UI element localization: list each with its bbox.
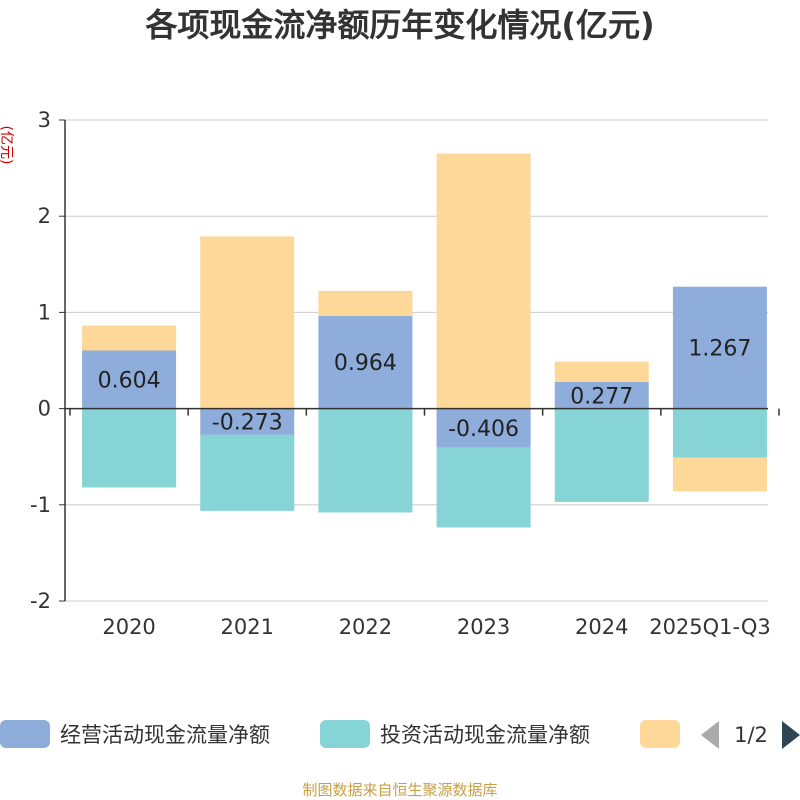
- x-tick-label: 2021: [221, 615, 274, 639]
- bar-series-3: [200, 236, 295, 409]
- bar-series-2: [82, 408, 177, 488]
- bar-series-1: [200, 408, 295, 435]
- data-labels: 0.604 -0.273 0.964 -0.406 0.277 1.267: [98, 337, 752, 442]
- x-tick-label: 2020: [102, 615, 155, 639]
- bar-series-2: [200, 434, 295, 511]
- legend: 经营活动现金流量净额 投资活动现金流量净额: [0, 720, 680, 748]
- y-axis-label: (亿元): [0, 126, 14, 165]
- source-note: 制图数据来自恒生聚源数据库: [302, 781, 497, 799]
- legend-pager: 1/2: [701, 721, 800, 749]
- bar-series-1: [82, 350, 177, 409]
- legend-swatch[interactable]: [320, 720, 370, 748]
- x-tick-label: 2023: [457, 615, 510, 639]
- y-tick-label: 2: [38, 204, 51, 228]
- data-label: 0.604: [98, 369, 161, 394]
- bar-series-3: [82, 325, 177, 351]
- x-tick-label: 2025Q1-Q3: [649, 615, 771, 639]
- bar-series-3: [672, 457, 767, 492]
- bar-series-3: [318, 290, 413, 316]
- axes: -2 -1 0 1 2 3 2020 2021 2022 2023 2024 2025Q1-Q3: [30, 108, 780, 639]
- bars: [82, 153, 767, 528]
- y-tick-label: 0: [38, 397, 51, 421]
- bar-series-2: [554, 408, 649, 502]
- bar-series-2: [436, 447, 531, 528]
- bar-series-1: [554, 381, 649, 409]
- y-tick-label: 1: [38, 300, 51, 324]
- bar-series-1: [318, 315, 413, 409]
- data-label: -0.273: [212, 411, 283, 436]
- chart-title: 各项现金流净额历年变化情况(亿元): [145, 6, 654, 44]
- data-label: 1.267: [688, 337, 751, 362]
- legend-swatch[interactable]: [640, 720, 680, 748]
- prev-page-icon[interactable]: [701, 721, 719, 749]
- bar-series-1: [436, 408, 531, 448]
- data-label: 0.277: [570, 384, 633, 409]
- legend-label[interactable]: 投资活动现金流量净额: [380, 723, 590, 747]
- x-tick-label: 2022: [339, 615, 392, 639]
- next-page-icon[interactable]: [782, 721, 800, 749]
- y-tick-label: -2: [30, 589, 51, 613]
- data-label: -0.406: [448, 417, 519, 442]
- data-label: 0.964: [334, 351, 397, 376]
- legend-swatch[interactable]: [0, 720, 50, 748]
- x-tick-label: 2024: [575, 615, 628, 639]
- bar-series-3: [436, 153, 531, 409]
- legend-page-indicator: 1/2: [734, 723, 768, 747]
- gridlines: [65, 119, 768, 602]
- legend-label[interactable]: 经营活动现金流量净额: [60, 723, 270, 747]
- y-tick-label: -1: [30, 493, 51, 517]
- bar-series-2: [318, 408, 413, 513]
- bar-series-2: [672, 408, 767, 458]
- y-tick-label: 3: [38, 108, 51, 132]
- bar-series-3: [554, 361, 649, 382]
- bar-series-1: [672, 286, 767, 409]
